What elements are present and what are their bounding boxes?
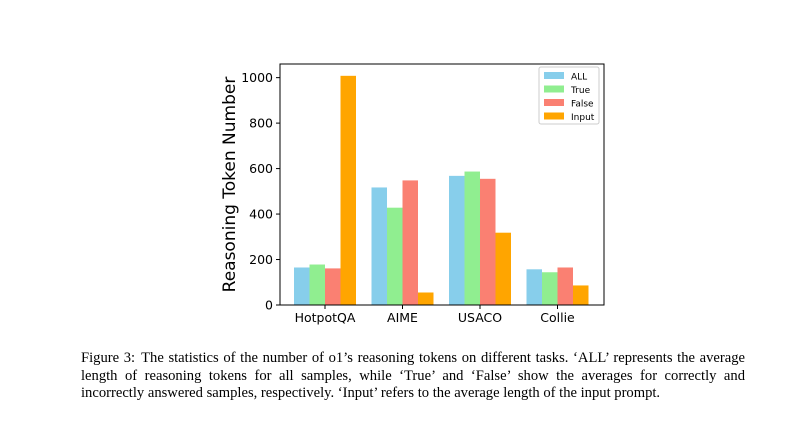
x-tick-label: AIME xyxy=(387,310,418,325)
bar-input-collie xyxy=(573,285,589,305)
y-axis-label: Reasoning Token Number xyxy=(220,77,240,293)
x-tick-label: Collie xyxy=(540,310,575,325)
bar-input-usaco xyxy=(495,232,511,305)
bar-true-hotpotqa xyxy=(309,264,325,305)
y-tick-label: 200 xyxy=(249,252,273,267)
y-tick-label: 800 xyxy=(249,116,273,131)
legend-swatch-false xyxy=(544,99,564,106)
plot-frame xyxy=(279,63,605,306)
y-axis: 0 200 400 600 800 1000 xyxy=(241,70,280,313)
y-tick-label: 400 xyxy=(249,207,273,222)
legend-box xyxy=(538,66,600,125)
bar-all-aime xyxy=(371,187,387,305)
x-tick-label: USACO xyxy=(458,310,502,325)
y-tick-label: 600 xyxy=(249,161,273,176)
legend-label-false: False xyxy=(571,100,594,110)
bar-all-usaco xyxy=(449,175,465,305)
bars-group xyxy=(294,75,589,306)
caption-text: The statistics of the number of o1’s rea… xyxy=(81,350,745,401)
caption-label: Figure 3: xyxy=(81,350,136,366)
y-tick-label: 0 xyxy=(265,298,273,313)
legend-label-true: True xyxy=(570,86,591,96)
bar-false-aime xyxy=(402,180,418,305)
figure-caption: Figure 3: The statistics of the number of… xyxy=(81,350,745,403)
legend-swatch-all xyxy=(544,72,564,79)
bar-true-aime xyxy=(387,207,403,305)
bar-chart: 0 200 400 600 800 1000 HotpotQA AIME USACO Colli… xyxy=(220,63,605,325)
bar-false-hotpotqa xyxy=(325,268,341,305)
bar-false-usaco xyxy=(480,178,496,305)
x-tick-label: HotpotQA xyxy=(295,310,356,325)
bar-false-collie xyxy=(557,267,573,305)
legend-swatch-input xyxy=(544,112,564,120)
bar-input-aime xyxy=(418,292,434,305)
y-tick-label: 1000 xyxy=(241,70,273,85)
bar-true-usaco xyxy=(464,171,480,305)
bar-all-collie xyxy=(526,269,542,305)
legend-swatch-true xyxy=(544,85,564,93)
plot-border xyxy=(279,63,605,306)
bar-all-hotpotqa xyxy=(294,267,310,305)
legend-label-input: Input xyxy=(571,113,595,123)
legend-label-all: ALL xyxy=(571,73,587,83)
bar-input-hotpotqa xyxy=(340,75,356,306)
bar-true-collie xyxy=(542,272,558,305)
x-axis: HotpotQA AIME USACO Collie xyxy=(295,305,575,325)
chart-container: 0 200 400 600 800 1000 HotpotQA AIME USACO Colli… xyxy=(220,63,605,325)
legend: ALL True False Input xyxy=(538,66,600,125)
